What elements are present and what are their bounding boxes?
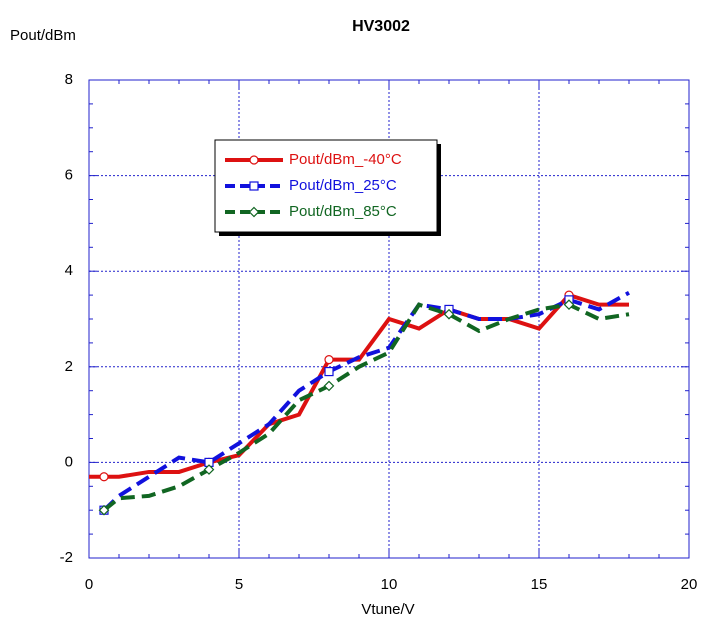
chart-title: HV3002 [352, 18, 410, 35]
y-tick-label: 2 [65, 358, 73, 375]
legend-label: Pout/dBm_-40°C [289, 151, 402, 168]
x-axis-label: Vtune/V [361, 601, 414, 618]
legend: Pout/dBm_-40°C Pout/dBm_25°C Pout/dBm_85°C [214, 139, 441, 236]
series-line [102, 290, 630, 512]
y-tick-label: 0 [65, 453, 73, 470]
series-line [102, 302, 630, 512]
point [324, 355, 334, 365]
y-axis-label: Pout/dBm [10, 27, 76, 44]
series-line [89, 292, 629, 479]
point [443, 308, 455, 320]
point [324, 366, 334, 377]
point [323, 380, 335, 392]
x-tick-label: 10 [381, 576, 398, 593]
x-tick-label: 5 [235, 576, 243, 593]
legend-label: Pout/dBm_25°C [289, 177, 397, 194]
legend-label: Pout/dBm_85°C [289, 203, 397, 220]
x-tick-label: 0 [85, 576, 93, 593]
plot-frame [88, 79, 690, 559]
y-tick-label: -2 [60, 549, 73, 566]
point [248, 206, 260, 218]
y-tick-label: 6 [65, 167, 73, 184]
point [249, 181, 259, 191]
y-tick-label: 8 [65, 71, 73, 88]
point [203, 464, 215, 475]
x-tick-label: 20 [681, 576, 698, 593]
point [249, 155, 259, 165]
point [98, 504, 110, 516]
x-tick-label: 15 [531, 576, 548, 593]
y-tick-label: 4 [65, 262, 73, 279]
point [99, 472, 109, 482]
point [563, 299, 575, 311]
